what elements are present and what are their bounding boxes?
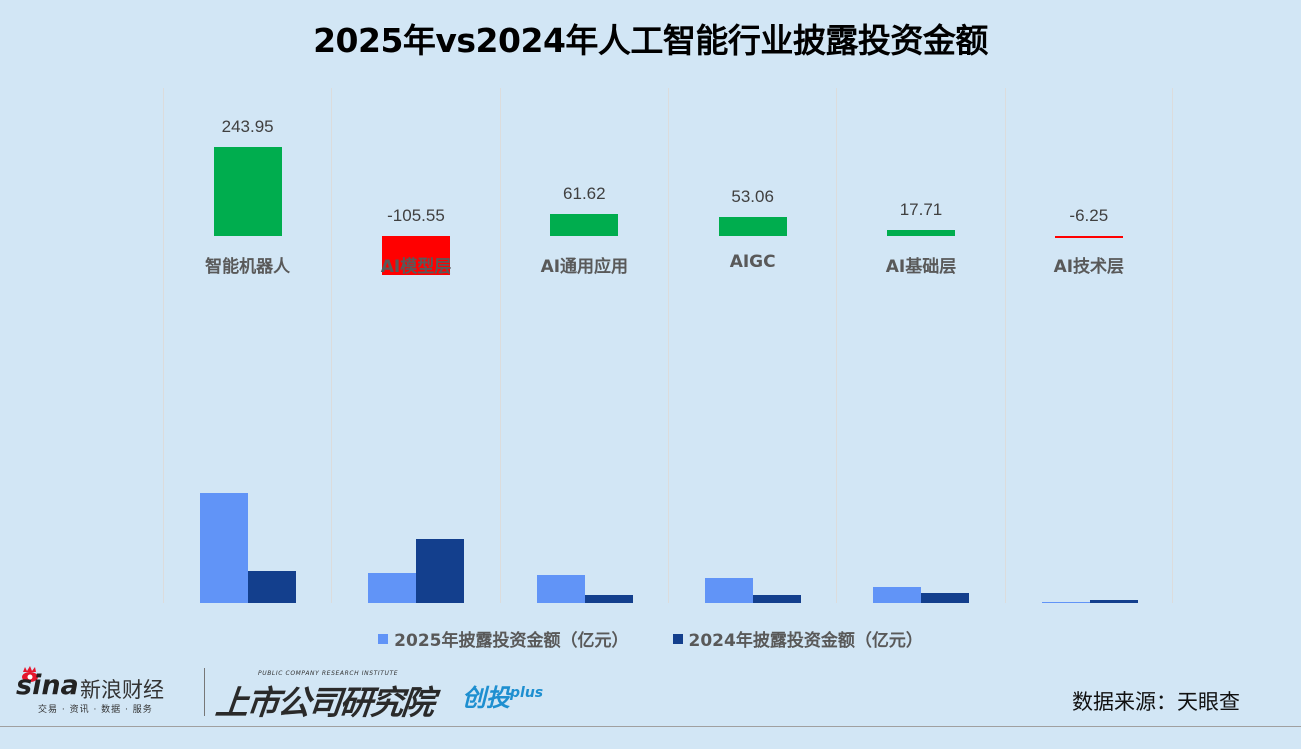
sina-finance-logo: sina 新浪财经 交易 · 资讯 · 数据 · 服务: [16, 666, 186, 716]
category-label: AI技术层: [1053, 257, 1125, 277]
category-label: AI基础层: [885, 257, 957, 277]
difference-value-label: 17.71: [899, 199, 943, 219]
legend: 2025年披露投资金额（亿元） 2024年披露投资金额（亿元）: [0, 626, 1301, 651]
legend-swatch-2024: [672, 633, 683, 644]
bar-2024[interactable]: [921, 592, 970, 603]
brand-name: 创投: [462, 684, 510, 712]
legend-label-2024: 2024年披露投资金额（亿元）: [688, 631, 923, 651]
category-label: AI模型层: [380, 257, 452, 277]
sina-name: 新浪财经: [80, 678, 164, 702]
sina-tagline: 交易 · 资讯 · 数据 · 服务: [38, 705, 153, 715]
category-column: 243.95 智能机器人: [163, 88, 331, 603]
difference-value-label: 53.06: [731, 186, 774, 206]
bar-2025[interactable]: [1041, 602, 1090, 603]
category-column: 53.06 AIGC: [668, 88, 836, 603]
bar-2025[interactable]: [536, 575, 585, 603]
category-column: 17.71 AI基础层: [836, 88, 1004, 603]
legend-item-2025[interactable]: 2025年披露投资金额（亿元）: [378, 626, 629, 651]
sina-eye-icon: [22, 666, 38, 682]
bar-2024[interactable]: [248, 571, 296, 603]
difference-bar-positive[interactable]: [213, 146, 282, 236]
difference-bar-positive[interactable]: [886, 229, 955, 236]
difference-value-label: 243.95: [221, 116, 274, 136]
bar-2025[interactable]: [200, 492, 248, 603]
institute-chinese-name: 上市公司研究院: [213, 683, 435, 722]
difference-value-label: 61.62: [563, 183, 606, 203]
legend-swatch-2025: [378, 633, 389, 644]
legend-item-2024[interactable]: 2024年披露投资金额（亿元）: [672, 626, 923, 651]
difference-bar-negative[interactable]: [381, 236, 450, 275]
bar-2024[interactable]: [753, 595, 801, 603]
institute-english-name: PUBLIC COMPANY RESEARCH INSTITUTE: [258, 670, 399, 677]
category-label: AIGC: [729, 252, 776, 272]
difference-value-label: -6.25: [1069, 206, 1109, 225]
plot-area: 243.95 智能机器人 -105.55 AI模型层 61.62 AI通用应用 53.06 A…: [163, 88, 1173, 603]
bar-2024[interactable]: [416, 539, 465, 603]
brand-mark: 创投plus: [462, 678, 543, 713]
difference-bar-positive[interactable]: [550, 213, 619, 236]
footer-divider: [204, 668, 205, 716]
difference-bar-positive[interactable]: [718, 216, 787, 236]
category-column: -105.55 AI模型层: [331, 88, 499, 603]
chart-title: 2025年vs2024年人工智能行业披露投资金额: [313, 21, 988, 60]
sina-wordmark: sina: [16, 670, 79, 701]
category-column: 61.62 AI通用应用: [499, 88, 668, 603]
brand-plus: plus: [510, 685, 544, 701]
difference-bar-negative[interactable]: [1054, 236, 1123, 239]
category-label: AI通用应用: [540, 257, 629, 277]
legend-label-2025: 2025年披露投资金额（亿元）: [394, 631, 629, 651]
category-label: 智能机器人: [205, 257, 291, 277]
bar-2024[interactable]: [584, 595, 633, 603]
bar-2024[interactable]: [1089, 600, 1138, 603]
bar-2025[interactable]: [368, 572, 417, 603]
bar-2025[interactable]: [705, 578, 753, 603]
data-source: 数据来源：天眼查: [1072, 690, 1240, 714]
footer-rule: [0, 726, 1301, 727]
difference-value-label: -105.55: [387, 206, 445, 225]
bar-2025[interactable]: [873, 587, 922, 603]
category-column: -6.25 AI技术层: [1004, 88, 1173, 603]
